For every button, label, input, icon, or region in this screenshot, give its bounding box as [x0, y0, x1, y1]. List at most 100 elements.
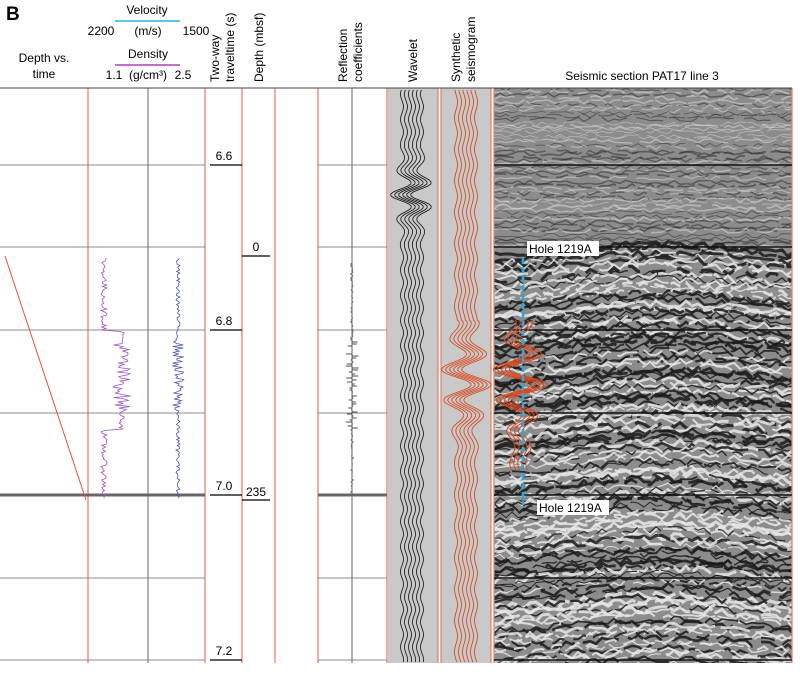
reflector [494, 478, 792, 497]
reflector [494, 169, 792, 176]
reflector [494, 648, 792, 663]
density-right: 2.5 [175, 68, 192, 82]
synthetic-overlay [508, 319, 549, 471]
log-curve [172, 257, 185, 499]
reflector [553, 655, 766, 663]
reflector [494, 107, 792, 114]
reflector [494, 360, 792, 380]
reflector [494, 179, 792, 186]
reflector [494, 99, 792, 105]
reflector [494, 201, 792, 206]
reflector [494, 636, 792, 655]
reflector [494, 433, 792, 452]
reflector [494, 264, 792, 285]
wavelet-trace [410, 89, 432, 663]
synthetic-trace [441, 89, 472, 663]
seismic-title: Seismic section PAT17 line 3 [565, 69, 719, 83]
reflector [494, 590, 792, 610]
reflector [494, 150, 792, 157]
reflector [494, 348, 792, 368]
synthetic-overlay [496, 319, 537, 471]
reflector [494, 508, 792, 527]
velocity-right: 1500 [183, 24, 210, 38]
hole-label: Hole 1219A [529, 242, 592, 256]
time-tick: 6.6 [216, 149, 233, 163]
reflector [494, 575, 792, 594]
hole-overlay [492, 258, 549, 505]
time-tick: 7.2 [216, 644, 233, 658]
depth-time-title: Depth vs. [19, 51, 70, 65]
reflector [494, 197, 792, 204]
reflector [494, 203, 792, 210]
wavelet-trace [390, 89, 412, 663]
synthetic-trace [449, 89, 480, 663]
reflector [494, 447, 792, 466]
reflector [494, 450, 792, 469]
traveltime-title: traveltime (s) [223, 13, 237, 82]
traveltime-title: Two-way [208, 35, 222, 82]
reflector [494, 510, 792, 530]
reflector [494, 214, 792, 220]
reflector [494, 113, 792, 119]
reflector [494, 154, 792, 161]
reflector [494, 394, 792, 415]
reflector [494, 627, 792, 647]
label-box [527, 241, 599, 256]
reflector [494, 110, 792, 116]
reflector [494, 89, 792, 95]
time-tick: 6.8 [216, 314, 233, 328]
log-curves [4, 89, 492, 663]
synthetic-trace [457, 89, 488, 663]
reflector [494, 227, 792, 234]
reflector [494, 550, 792, 568]
reflector [494, 423, 792, 443]
density-left: 1.1 [106, 68, 123, 82]
reflector [494, 129, 792, 134]
reflector [494, 563, 792, 585]
hole-label: Hole 1219A [539, 501, 602, 515]
reflector [494, 454, 792, 470]
reflector [494, 190, 792, 197]
reflector [494, 189, 792, 195]
reflector [494, 257, 792, 277]
reflector [494, 472, 792, 491]
reflector [494, 441, 792, 460]
depth-title: Depth (mbsf) [252, 13, 266, 82]
density-title: Density [128, 47, 168, 61]
reflector [494, 314, 792, 332]
depth-time-curve [4, 255, 87, 501]
synthetic-trace [445, 89, 476, 663]
reflector [494, 335, 792, 354]
reflector [494, 121, 792, 127]
reflector [494, 376, 792, 397]
reflector [494, 583, 792, 601]
synthetic-trace [453, 89, 484, 663]
reflector [494, 521, 792, 542]
reflector [494, 504, 792, 524]
synthetic-overlay [500, 319, 541, 471]
reflector [494, 238, 792, 244]
reflector [494, 88, 792, 92]
wavelet-trace [394, 89, 416, 663]
reflector [494, 159, 792, 166]
reflector [494, 536, 792, 557]
reflector [494, 639, 792, 658]
reflector [494, 216, 792, 223]
reflector [494, 413, 792, 432]
reflector [494, 386, 792, 406]
reflector [494, 92, 792, 98]
reflector [494, 232, 792, 238]
reflector [494, 175, 792, 181]
label-box [537, 500, 609, 515]
reflector [494, 116, 792, 123]
velocity-unit: (m/s) [134, 24, 161, 38]
velocity-left: 2200 [88, 24, 115, 38]
reflector [494, 401, 792, 421]
reflector [494, 337, 792, 358]
reflector [494, 437, 792, 457]
reflector [494, 577, 792, 596]
wavelet-trace [398, 89, 420, 663]
reflector [494, 605, 792, 626]
reflector [494, 219, 792, 226]
reflector [494, 466, 792, 487]
